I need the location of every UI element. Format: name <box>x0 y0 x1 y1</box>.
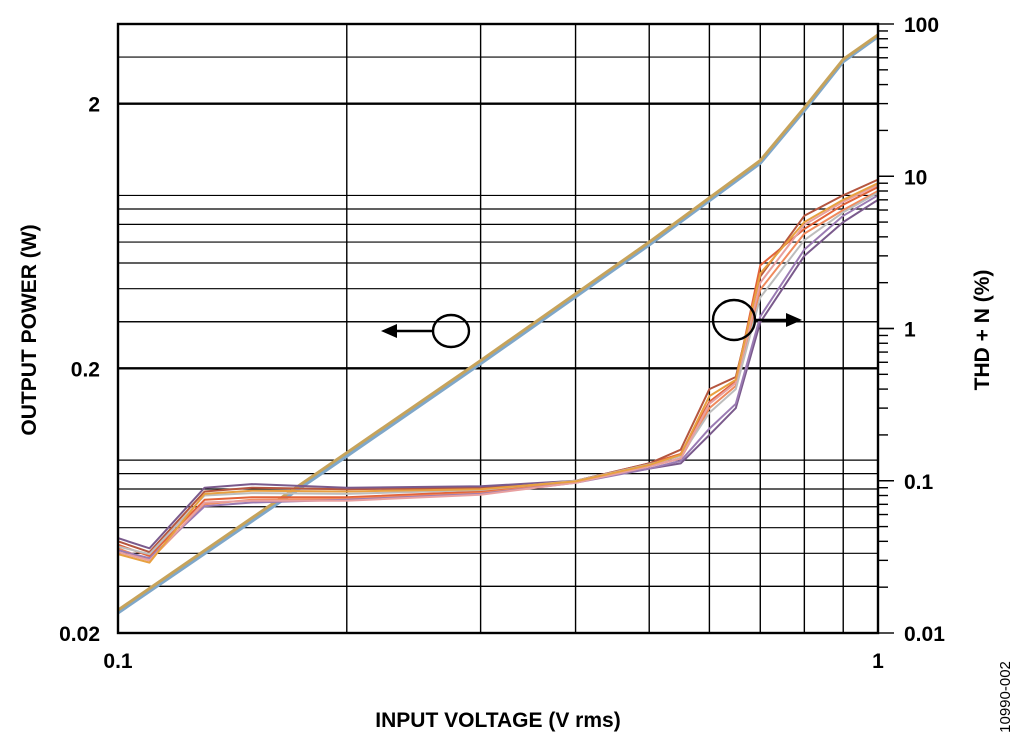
y-left-tick-label: 0.2 <box>71 358 100 381</box>
series-line-5 <box>117 178 879 554</box>
series-line-2 <box>117 35 879 615</box>
axis-labels: 0.1 1 0.02 0.2 2 0.01 0.1 1 10 100 <box>59 14 945 673</box>
y-right-tick-label: 0.1 <box>904 471 934 494</box>
series-line-8 <box>117 194 879 560</box>
y-right-tick-label: 1 <box>904 319 916 342</box>
annotation-circle-left <box>431 313 471 349</box>
x-tick-label: 0.1 <box>103 650 133 673</box>
y-right-tick-label: 0.01 <box>904 623 945 646</box>
series-line-11 <box>117 182 879 564</box>
y-left-tick-label: 0.02 <box>59 623 100 646</box>
y-right-tick-label: 10 <box>904 166 927 189</box>
y-left-axis-title: OUTPUT POWER (W) <box>18 224 41 435</box>
series-line-7 <box>117 198 879 550</box>
x-axis-title: INPUT VOLTAGE (V rms) <box>375 709 620 732</box>
annotations <box>381 298 802 349</box>
series-line-10 <box>117 183 879 562</box>
grid <box>118 23 894 634</box>
series-line-9 <box>117 191 879 556</box>
series-layer <box>117 33 879 615</box>
y-right-axis-title: THD + N (%) <box>971 270 994 391</box>
y-right-tick-label: 100 <box>904 14 939 37</box>
x-tick-label: 1 <box>872 650 884 673</box>
series-line-3 <box>117 33 879 612</box>
plot-border <box>116 22 880 635</box>
annotation-arrow-left-head <box>381 324 397 338</box>
figure-id: 10990-002 <box>997 661 1014 733</box>
series-line-1 <box>117 34 879 613</box>
annotation-arrow-right-head <box>786 313 802 327</box>
plot-frame <box>116 22 880 635</box>
y-left-tick-label: 2 <box>88 94 100 117</box>
series-line-0 <box>117 34 879 614</box>
